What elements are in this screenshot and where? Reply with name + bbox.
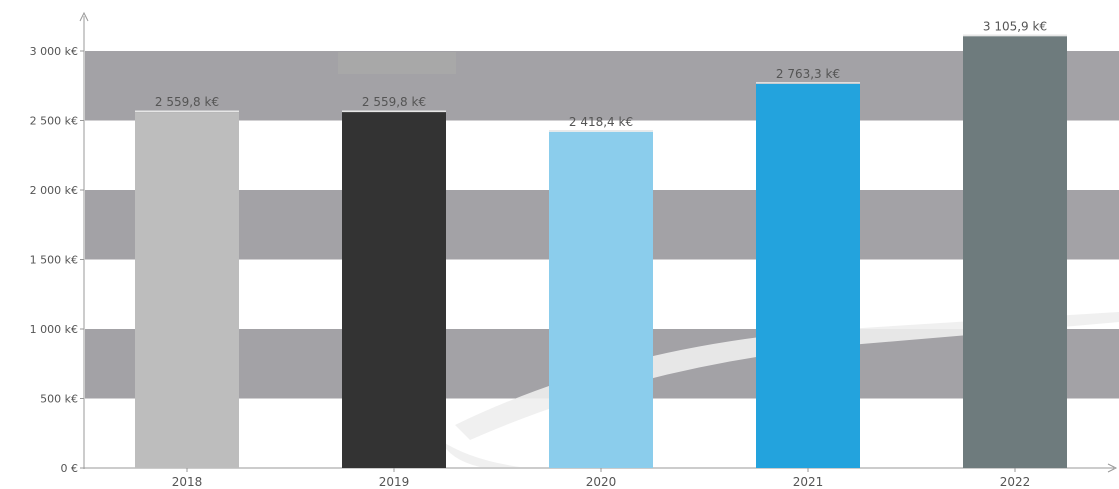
x-tick-label: 2022: [1000, 475, 1031, 489]
y-axis-arrow: [79, 11, 89, 22]
data-label: 2 559,8 k€: [155, 95, 219, 109]
y-tick-label: 0 €: [61, 462, 79, 475]
x-axis-arrow: [1107, 463, 1118, 473]
grid-band: [85, 51, 1119, 121]
faint-swoosh-shape-lower: [440, 440, 520, 467]
bar-2018: [135, 112, 239, 468]
y-tick-label: 2 500 k€: [30, 115, 78, 128]
bars: [135, 34, 1067, 468]
x-tick-label: 2021: [793, 475, 824, 489]
x-tick-label: 2018: [172, 475, 203, 489]
data-label: 2 418,4 k€: [569, 115, 633, 129]
x-ticks: 2018 2019 2020 2021 2022: [172, 468, 1031, 489]
y-ticks: 0 € 500 k€ 1 000 k€ 1 500 k€ 2 000 k€ 2 500 k…: [30, 45, 84, 475]
y-tick-label: 3 000 k€: [30, 45, 78, 58]
x-tick-label: 2020: [586, 475, 617, 489]
bar-2022: [963, 36, 1067, 468]
data-labels: 2 559,8 k€ 2 559,8 k€ 2 418,4 k€ 2 763,3 k€…: [155, 19, 1047, 129]
y-tick-label: 500 k€: [40, 393, 78, 406]
x-tick-label: 2019: [379, 475, 410, 489]
data-label: 3 105,9 k€: [983, 19, 1047, 33]
bar-2019: [342, 112, 446, 468]
data-label: 2 559,8 k€: [362, 95, 426, 109]
y-tick-label: 1 000 k€: [30, 323, 78, 336]
bar-2021: [756, 83, 860, 468]
faint-gray-patch: [338, 52, 456, 74]
data-label: 2 763,3 k€: [776, 67, 840, 81]
y-tick-label: 1 500 k€: [30, 254, 78, 267]
y-tick-label: 2 000 k€: [30, 184, 78, 197]
bar-2020: [549, 131, 653, 468]
